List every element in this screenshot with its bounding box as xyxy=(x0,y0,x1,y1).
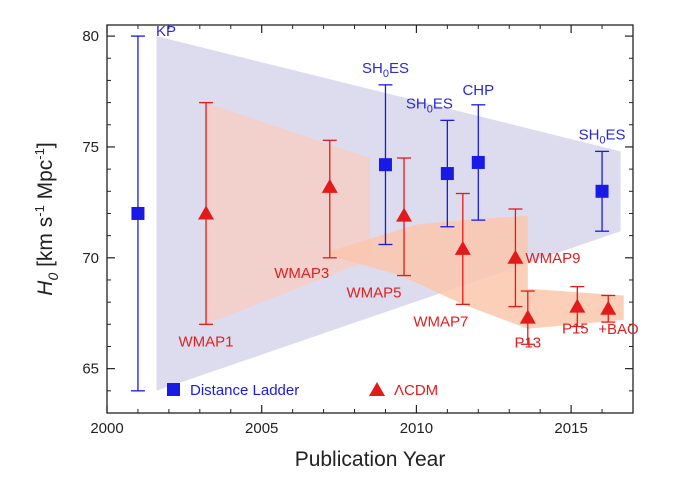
point-label: SH0ES xyxy=(579,126,626,146)
lcdm-marker xyxy=(396,207,413,222)
tick-labels: 2000 2005 2010 2015 65 70 75 80 xyxy=(82,28,587,437)
point-label: WMAP5 xyxy=(347,285,402,302)
point-label: WMAP9 xyxy=(525,250,580,267)
x-tick-label: 2015 xyxy=(554,420,587,437)
lcdm-marker xyxy=(519,309,536,324)
point-label-main: SH xyxy=(406,95,427,112)
y-axis-title: H0 [km s-1 Mpc-1] xyxy=(32,142,61,295)
lcdm-marker xyxy=(454,240,471,255)
point-label-sub: 0 xyxy=(599,134,605,146)
lcdm-marker xyxy=(507,249,524,264)
point-labels: KPSH0ESSH0ESCHPSH0ESWMAP1WMAP3WMAP5WMAP7… xyxy=(156,23,639,352)
point-label: P13 xyxy=(514,335,541,352)
plot-frame xyxy=(106,24,634,414)
x-axis-title: Publication Year xyxy=(295,448,446,471)
point-label-tail: ES xyxy=(433,95,453,112)
lcdm-marker xyxy=(198,205,215,220)
data-markers xyxy=(131,155,617,324)
legend-triangle-marker xyxy=(369,382,385,396)
point-label: CHP xyxy=(462,82,494,99)
distance-ladder-marker xyxy=(378,158,392,172)
y-axis-title-unit-b: Mpc xyxy=(34,160,57,206)
point-label: SH0ES xyxy=(362,60,409,80)
point-label: +BAO xyxy=(598,321,638,338)
point-label: P15 xyxy=(562,321,589,338)
y-axis-title-sup-a: -1 xyxy=(32,205,47,217)
distance-ladder-band xyxy=(156,36,621,391)
point-label: WMAP7 xyxy=(413,313,468,330)
y-tick-label: 65 xyxy=(82,361,99,378)
legend-lcdm-label: ΛCDM xyxy=(394,382,438,399)
distance-ladder-marker xyxy=(440,167,454,181)
y-tick-label: 75 xyxy=(82,139,99,156)
point-label-sub: 0 xyxy=(427,103,433,115)
x-tick-label: 2005 xyxy=(245,420,278,437)
point-label: WMAP3 xyxy=(274,265,329,282)
point-label: KP xyxy=(156,23,176,40)
y-tick-label: 70 xyxy=(82,250,99,267)
x-tick-label: 2010 xyxy=(400,420,433,437)
legend: Distance Ladder ΛCDM xyxy=(167,382,438,399)
point-label-main: SH xyxy=(579,126,600,143)
uncertainty-bands xyxy=(156,36,624,391)
point-label-main: SH xyxy=(362,60,383,77)
lcdm-marker xyxy=(600,300,617,315)
lcdm-late-band xyxy=(329,215,624,329)
distance-ladder-marker xyxy=(131,206,145,220)
distance-ladder-marker xyxy=(595,184,609,198)
lcdm-marker xyxy=(321,178,338,193)
y-axis-title-main: H xyxy=(34,280,57,296)
error-bar xyxy=(322,139,337,259)
y-axis-title-unit-c: ] xyxy=(34,142,57,148)
y-axis-title-sup-b: -1 xyxy=(32,148,47,160)
point-label: SH0ES xyxy=(406,95,453,115)
x-tick-label: 2000 xyxy=(90,420,123,437)
distance-ladder-marker xyxy=(471,155,485,169)
lcdm-early-band xyxy=(206,102,370,325)
y-axis-title-unit-a: [km s xyxy=(34,217,57,273)
point-label-tail: ES xyxy=(389,60,409,77)
point-label: WMAP1 xyxy=(179,333,234,350)
point-label-tail: ES xyxy=(606,126,626,143)
y-axis-title-sub: 0 xyxy=(45,273,61,281)
point-label-sub: 0 xyxy=(383,68,389,80)
legend-distance-ladder-label: Distance Ladder xyxy=(190,382,299,399)
legend-square-marker xyxy=(167,383,180,396)
y-tick-label: 80 xyxy=(82,28,99,45)
lcdm-marker xyxy=(569,298,586,313)
